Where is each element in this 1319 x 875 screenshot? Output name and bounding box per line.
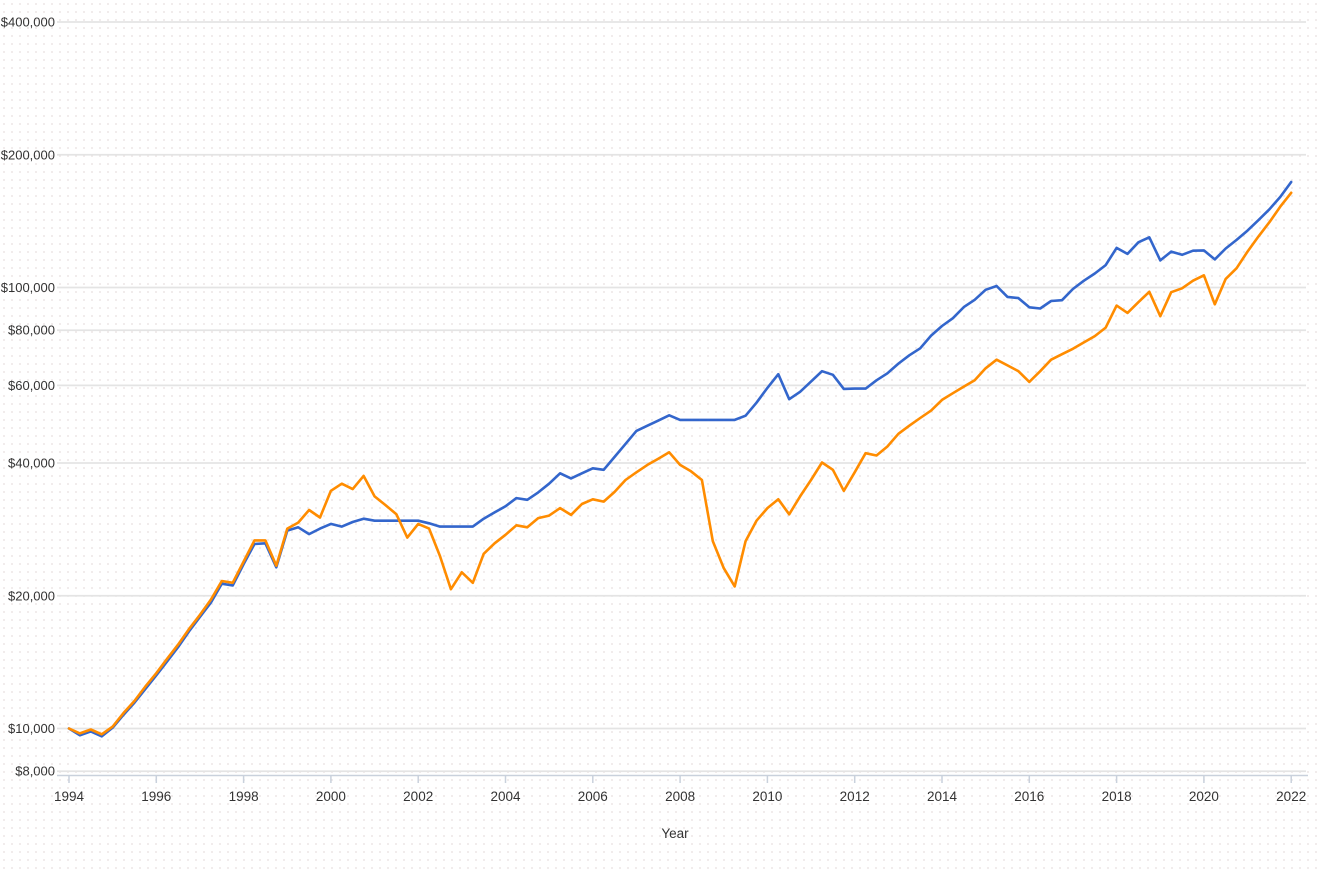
x-tick-label: 2010 (752, 789, 782, 804)
y-tick-label: $80,000 (8, 323, 55, 338)
y-tick-label: $400,000 (1, 15, 55, 30)
x-tick-label: 2018 (1102, 789, 1132, 804)
y-tick-label: $40,000 (8, 456, 55, 471)
x-tick-label: 1996 (141, 789, 171, 804)
x-tick-label: 2022 (1276, 789, 1306, 804)
x-tick-label: 1998 (229, 789, 259, 804)
x-tick-label: 2014 (927, 789, 958, 804)
x-tick-label: 2012 (840, 789, 870, 804)
x-tick-label: 1994 (54, 789, 85, 804)
x-tick-label: 2020 (1189, 789, 1219, 804)
y-tick-label: $20,000 (8, 588, 55, 603)
x-axis-title: Year (661, 826, 689, 841)
x-tick-label: 2006 (578, 789, 608, 804)
orange-series-line[interactable] (67, 191, 1293, 736)
y-tick-label: $200,000 (1, 147, 55, 162)
x-tick-label: 2008 (665, 789, 695, 804)
x-tick-label: 2002 (403, 789, 433, 804)
x-tick-label: 2016 (1014, 789, 1044, 804)
y-tick-label: $8,000 (15, 764, 55, 779)
x-tick-label: 2004 (490, 789, 521, 804)
y-tick-label: $100,000 (1, 280, 55, 295)
x-tick-label: 2000 (316, 789, 346, 804)
y-tick-label: $60,000 (8, 378, 55, 393)
blue-series-line[interactable] (67, 180, 1293, 738)
y-tick-label: $10,000 (8, 721, 55, 736)
